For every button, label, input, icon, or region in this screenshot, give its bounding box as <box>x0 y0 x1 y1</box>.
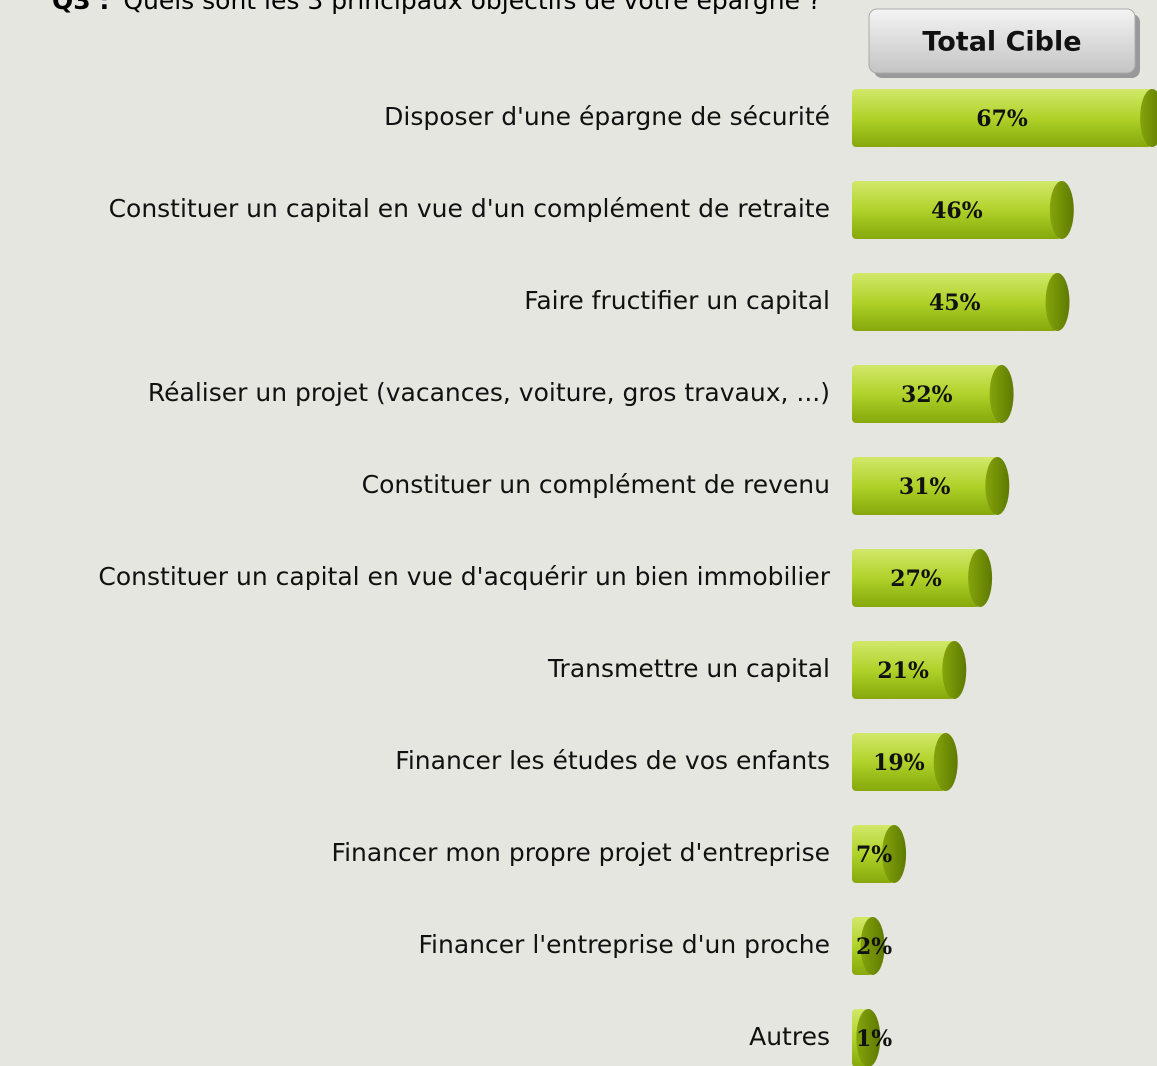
value-label: 2% <box>856 934 892 960</box>
value-label: 67% <box>976 106 1028 132</box>
bar <box>852 641 955 699</box>
bar-cap <box>1049 181 1074 239</box>
bar-cap <box>882 825 907 883</box>
bar-cap <box>968 549 993 607</box>
value-label: 1% <box>856 1026 892 1052</box>
value-label: 46% <box>931 198 983 224</box>
category-label: Financer l'entreprise d'un proche <box>418 930 830 959</box>
bar <box>852 457 998 515</box>
bar-cap <box>1045 273 1070 331</box>
category-label: Constituer un capital en vue d'acquérir … <box>98 562 830 591</box>
legend-label: Total Cible <box>922 27 1081 58</box>
bar <box>852 825 895 883</box>
bar-cap <box>989 365 1014 423</box>
bar-cap <box>985 457 1010 515</box>
legend-button <box>868 8 1136 74</box>
bar <box>852 273 1058 331</box>
bar <box>852 181 1062 239</box>
category-label: Transmettre un capital <box>547 654 830 683</box>
title-text: Quels sont les 3 principaux objectifs de… <box>123 0 821 15</box>
category-label: Financer mon propre projet d'entreprise <box>332 838 830 867</box>
bar <box>852 365 1002 423</box>
bar-cap <box>1140 89 1157 147</box>
bar <box>852 549 981 607</box>
bar <box>852 89 1153 147</box>
value-label: 32% <box>901 382 953 408</box>
value-label: 19% <box>873 750 925 776</box>
category-label: Constituer un complément de revenu <box>362 470 830 499</box>
bar-cap <box>933 733 958 791</box>
category-label: Disposer d'une épargne de sécurité <box>384 102 830 131</box>
bar <box>852 733 946 791</box>
bar-cap <box>860 917 885 975</box>
category-label: Constituer un capital en vue d'un complé… <box>109 194 830 223</box>
value-label: 31% <box>899 474 951 500</box>
category-label: Faire fructifier un capital <box>524 286 830 315</box>
bar-cap <box>856 1009 881 1066</box>
chart-title: Q3 : Quels sont les 3 principaux objecti… <box>52 0 821 15</box>
category-label: Autres <box>749 1022 830 1051</box>
value-label: 21% <box>877 658 929 684</box>
value-label: 7% <box>856 842 892 868</box>
value-label: 45% <box>929 290 981 316</box>
category-label: Réaliser un projet (vacances, voiture, g… <box>148 378 830 407</box>
question-number: Q3 : <box>52 0 109 15</box>
value-label: 27% <box>890 566 942 592</box>
bar-cap <box>942 641 967 699</box>
category-label: Financer les études de vos enfants <box>395 746 830 775</box>
